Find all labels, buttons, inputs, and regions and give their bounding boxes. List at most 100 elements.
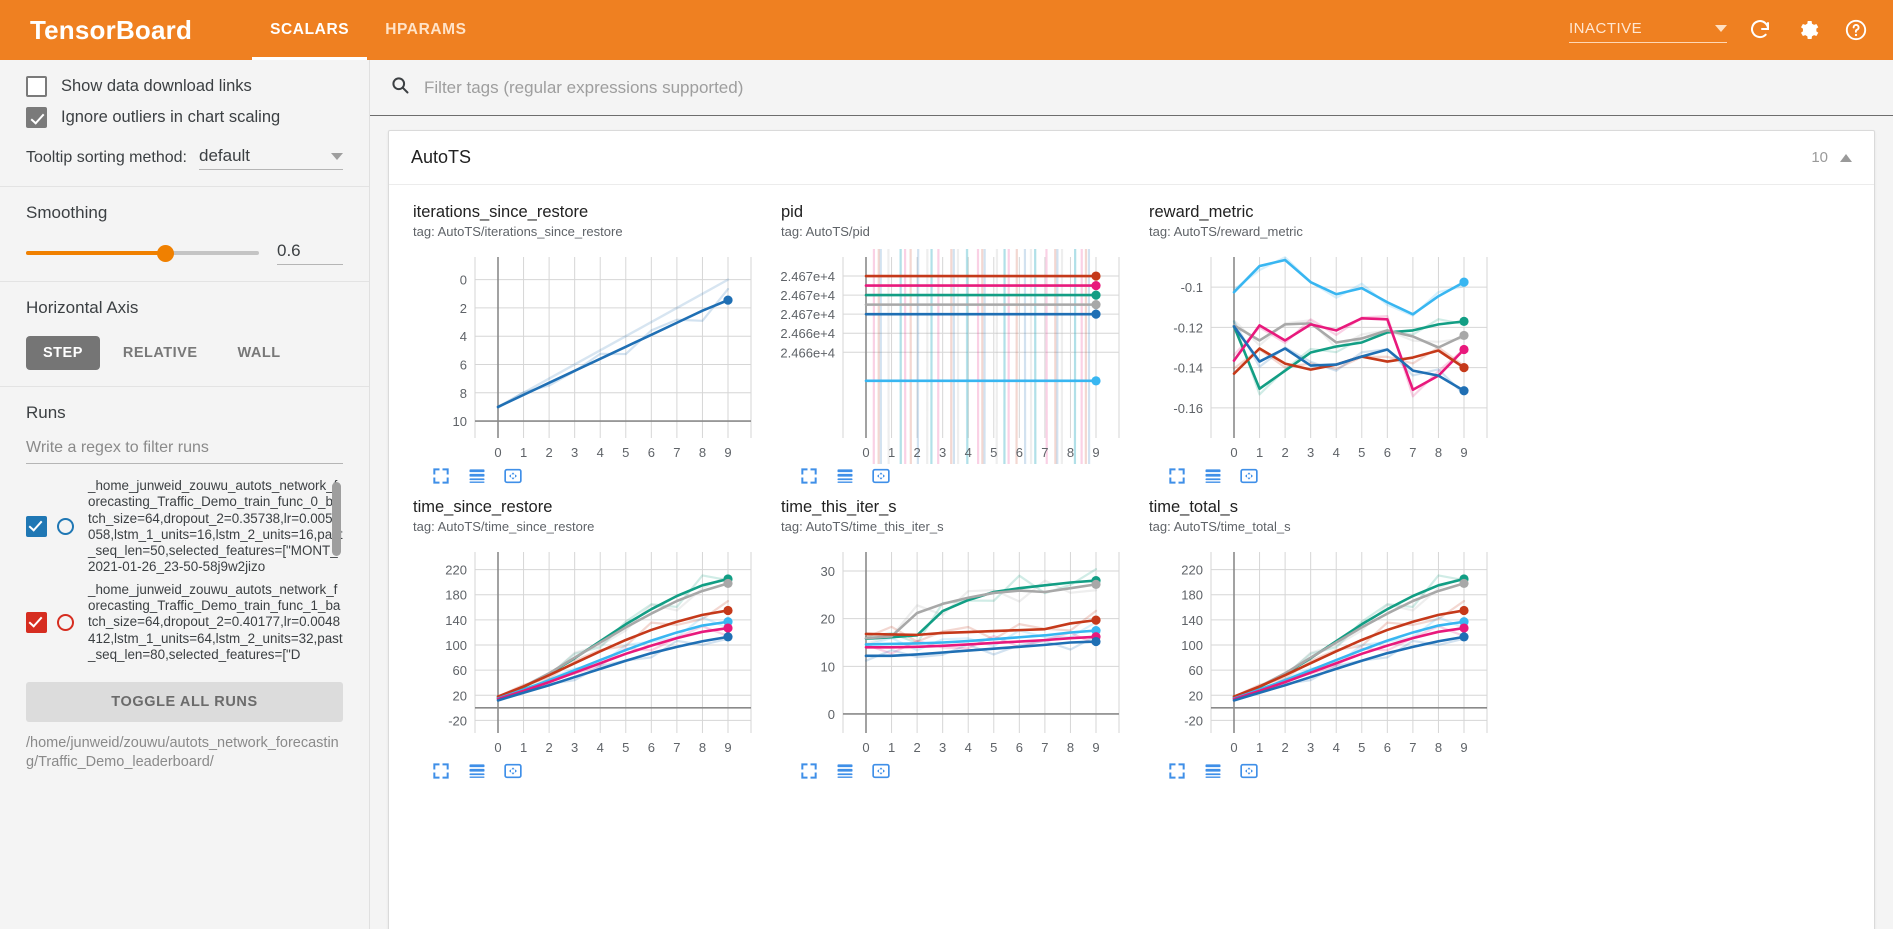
data-table-icon[interactable]: [835, 466, 855, 486]
expand-icon[interactable]: [1167, 466, 1187, 486]
chart-card: time_total_s tag: AutoTS/time_total_s 220 1…: [1149, 498, 1501, 781]
app-header: TensorBoard SCALARS HPARAMS INACTIVE: [0, 0, 1893, 60]
expand-icon[interactable]: [431, 761, 451, 781]
svg-text:-20: -20: [448, 713, 467, 728]
toggle-all-runs-button[interactable]: TOGGLE ALL RUNS: [26, 682, 343, 722]
tooltip-sorting-value: default: [198, 146, 251, 165]
charts-scroll-area[interactable]: AutoTS 10 iterations_since_restore tag: A…: [370, 116, 1893, 929]
list-item[interactable]: _home_junweid_zouwu_autots_network_forec…: [26, 478, 343, 576]
runs-list[interactable]: _home_junweid_zouwu_autots_network_forec…: [26, 478, 343, 674]
svg-text:7: 7: [1409, 445, 1416, 460]
svg-text:9: 9: [1092, 445, 1099, 460]
chart-card: iterations_since_restore tag: AutoTS/iter…: [413, 203, 765, 486]
svg-text:0: 0: [862, 445, 869, 460]
svg-text:6: 6: [1016, 445, 1023, 460]
smoothing-slider[interactable]: [26, 244, 259, 262]
svg-text:3: 3: [939, 740, 946, 755]
reset-zoom-icon[interactable]: [1239, 761, 1259, 781]
show-data-download-links-checkbox[interactable]: [26, 76, 47, 97]
card-title: AutoTS: [411, 147, 472, 167]
axis-option-wall[interactable]: WALL: [237, 345, 281, 361]
run-checkbox[interactable]: [26, 516, 47, 538]
ignore-outliers-row[interactable]: Ignore outliers in chart scaling: [26, 107, 343, 128]
data-table-icon[interactable]: [835, 761, 855, 781]
ignore-outliers-checkbox[interactable]: [26, 107, 47, 128]
tab-hparams[interactable]: HPARAMS: [385, 21, 467, 38]
chevron-down-icon: [1715, 24, 1727, 32]
chart-plot[interactable]: 220 180 140 100 60 20 -20 0 1 2 3 4 5 6 7 8 9: [1149, 544, 1501, 759]
reset-zoom-icon[interactable]: [1239, 466, 1259, 486]
chevron-down-icon: [331, 152, 343, 160]
runs-list-scrollbar[interactable]: [332, 482, 341, 556]
chart-plot[interactable]: 2.467e+4 2.467e+4 2.467e+4 2.466e+4 2.466e+4…: [781, 249, 1133, 464]
card-chart-count: 10: [1811, 149, 1828, 166]
horizontal-axis-section: Horizontal Axis STEP RELATIVE WALL: [0, 282, 369, 387]
svg-text:5: 5: [1358, 445, 1365, 460]
chart-toolbar: [1149, 466, 1501, 486]
tab-scalars[interactable]: SCALARS: [252, 0, 368, 60]
chart-title: reward_metric: [1149, 203, 1254, 221]
run-checkbox[interactable]: [26, 612, 47, 634]
chart-toolbar: [413, 466, 765, 486]
svg-text:1: 1: [1256, 740, 1263, 755]
chart-toolbar: [413, 761, 765, 781]
axis-option-relative[interactable]: RELATIVE: [122, 345, 198, 361]
reset-zoom-icon[interactable]: [503, 761, 523, 781]
chart-tag: tag: AutoTS/reward_metric: [1149, 224, 1303, 239]
chart-tag: tag: AutoTS/time_since_restore: [413, 519, 595, 534]
reset-zoom-icon[interactable]: [503, 466, 523, 486]
smoothing-value-input[interactable]: 0.6: [277, 241, 343, 265]
svg-text:0: 0: [494, 740, 501, 755]
svg-text:100: 100: [445, 638, 467, 653]
chart-toolbar: [781, 466, 1133, 486]
chart-card: pid tag: AutoTS/pid 2.467e+4 2.467e+4 2.467e…: [781, 203, 1133, 486]
chart-plot[interactable]: -0.1 -0.12 -0.14 -0.16 0 1 2 3 4 5 6 7 8 9: [1149, 249, 1501, 464]
gear-icon[interactable]: [1793, 15, 1823, 45]
svg-text:-0.14: -0.14: [1173, 361, 1203, 376]
svg-text:6: 6: [648, 740, 655, 755]
chart-plot[interactable]: 220 180 140 100 60 20 -20 0 1 2 3 4 5 6 7 8 9: [413, 544, 765, 759]
show-data-download-links-row[interactable]: Show data download links: [26, 76, 343, 97]
svg-text:0: 0: [494, 445, 501, 460]
run-color-dot[interactable]: [57, 518, 74, 536]
svg-text:6: 6: [1016, 740, 1023, 755]
data-table-icon[interactable]: [467, 761, 487, 781]
svg-text:4: 4: [1333, 740, 1340, 755]
data-table-icon[interactable]: [1203, 466, 1223, 486]
reset-zoom-icon[interactable]: [871, 761, 891, 781]
list-item[interactable]: _home_junweid_zouwu_autots_network_forec…: [26, 582, 343, 663]
search-input[interactable]: [422, 76, 1871, 99]
help-icon[interactable]: [1841, 15, 1871, 45]
card-header[interactable]: AutoTS 10: [389, 131, 1874, 185]
runs-filter-input[interactable]: [26, 435, 343, 464]
sidebar-options-section: Show data download links Ignore outliers…: [0, 60, 369, 187]
svg-text:5: 5: [622, 445, 629, 460]
expand-icon[interactable]: [799, 761, 819, 781]
runs-title: Runs: [26, 403, 66, 422]
svg-text:8: 8: [1435, 445, 1442, 460]
svg-text:8: 8: [1067, 445, 1074, 460]
smoothing-slider-knob[interactable]: [157, 244, 175, 262]
tooltip-sorting-select[interactable]: default: [198, 146, 343, 170]
chart-plot[interactable]: 0 2 4 6 8 10 0 1 2 3 4 5 6 7 8 9: [413, 249, 765, 464]
expand-icon[interactable]: [799, 466, 819, 486]
svg-text:140: 140: [445, 613, 467, 628]
expand-icon[interactable]: [431, 466, 451, 486]
data-table-icon[interactable]: [1203, 761, 1223, 781]
svg-text:5: 5: [622, 740, 629, 755]
chart-tag: tag: AutoTS/pid: [781, 224, 870, 239]
chart-plot[interactable]: 30 20 10 0 0 1 2 3 4 5 6 7 8 9: [781, 544, 1133, 759]
svg-text:4: 4: [597, 445, 604, 460]
chevron-up-icon[interactable]: [1840, 153, 1852, 162]
expand-icon[interactable]: [1167, 761, 1187, 781]
data-table-icon[interactable]: [467, 466, 487, 486]
axis-option-step[interactable]: STEP: [26, 336, 100, 370]
refresh-icon[interactable]: [1745, 15, 1775, 45]
run-status-selector[interactable]: INACTIVE: [1569, 18, 1727, 43]
smoothing-section: Smoothing 0.6: [0, 187, 369, 282]
reset-zoom-icon[interactable]: [871, 466, 891, 486]
svg-text:2: 2: [1281, 445, 1288, 460]
run-name: _home_junweid_zouwu_autots_network_forec…: [88, 581, 343, 662]
run-color-dot[interactable]: [57, 614, 74, 632]
svg-text:20: 20: [821, 612, 835, 627]
